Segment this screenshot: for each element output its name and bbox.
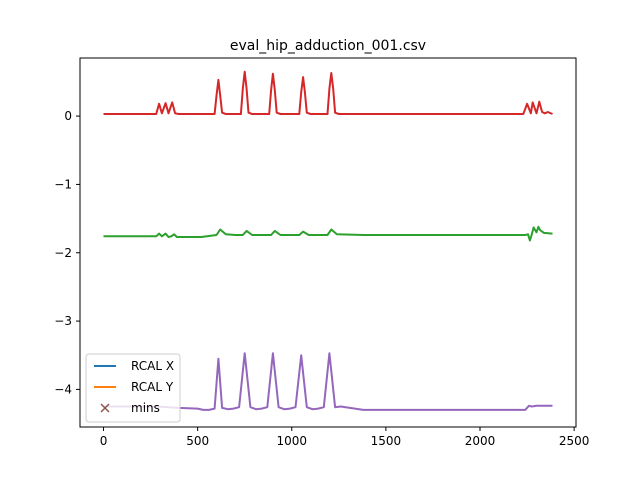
x-tick-label: 0 (100, 434, 108, 448)
y-tick-label: −4 (54, 382, 72, 396)
series-line-1 (103, 70, 553, 115)
legend-label: RCAL Y (131, 380, 174, 394)
x-tick-label: 1500 (371, 434, 402, 448)
y-tick-label: 0 (64, 109, 72, 123)
series-line-2 (103, 225, 553, 242)
plot-frame (79, 57, 577, 428)
x-tick-label: 500 (186, 434, 209, 448)
legend-label: RCAL X (131, 359, 174, 373)
y-tick-label: −1 (54, 177, 72, 191)
chart-title: eval_hip_adduction_001.csv (230, 38, 426, 54)
legend-x-marker (100, 403, 110, 413)
axes-layer: 0 500 1000 1500 2000 2500 0 −1 −2 −3 −4 (54, 57, 590, 448)
legend-label: mins (131, 401, 160, 415)
x-tick-label: 2500 (559, 434, 590, 448)
x-tick-label: 1000 (276, 434, 307, 448)
legend-box (85, 353, 181, 423)
series-line-3 (103, 352, 553, 411)
legend: RCAL X RCAL Y mins (85, 353, 181, 423)
x-tick-label: 2000 (465, 434, 496, 448)
y-tick-label: −2 (54, 246, 72, 260)
series-layer (103, 70, 553, 411)
y-tick-label: −3 (54, 314, 72, 328)
